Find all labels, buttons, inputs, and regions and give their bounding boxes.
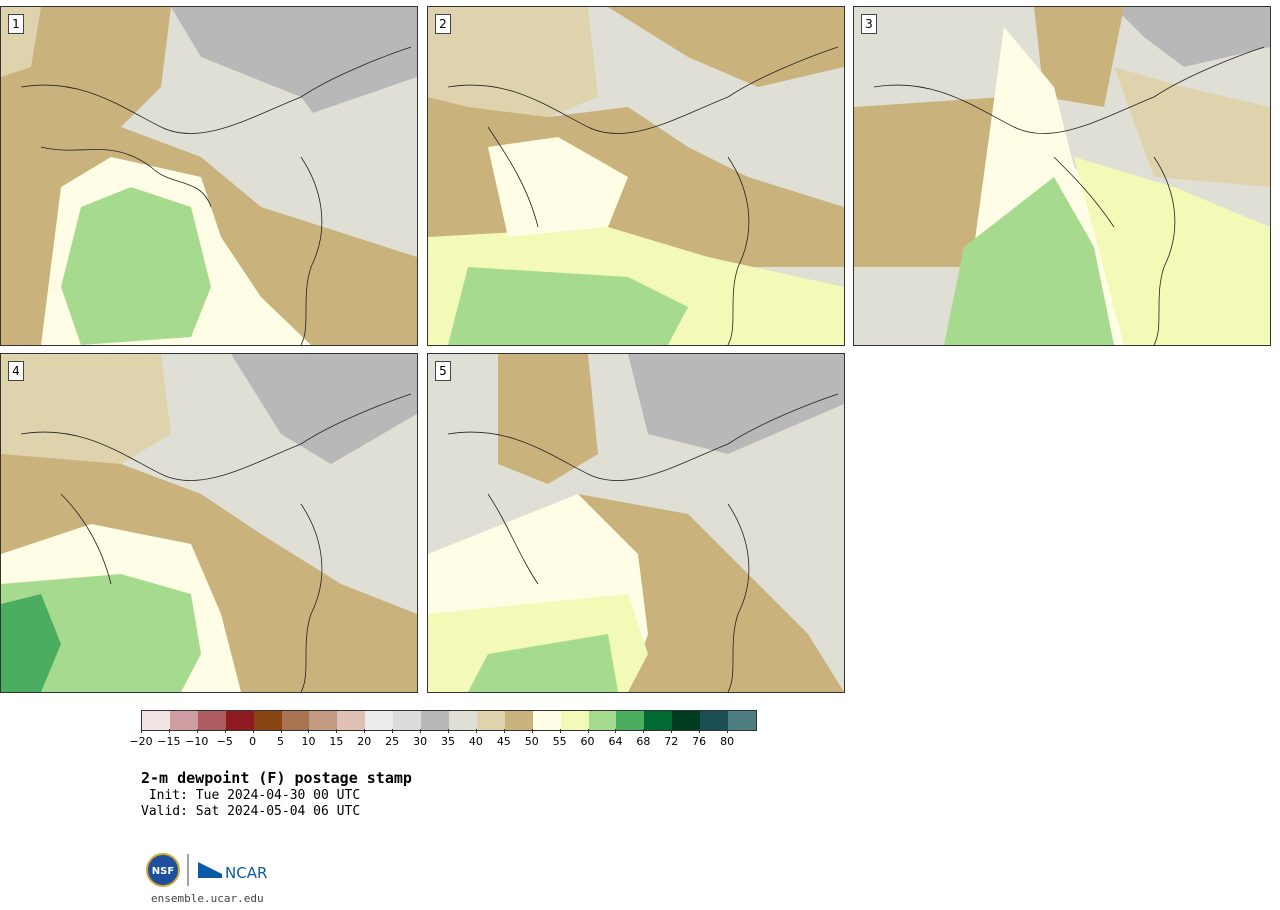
colorbar-tick-label: 76 <box>692 735 707 748</box>
dewpoint-map-2 <box>428 7 844 345</box>
colorbar-swatch <box>504 711 533 730</box>
colorbar-tick <box>196 729 198 733</box>
dewpoint-map-5 <box>428 354 844 692</box>
panel-number-label: 3 <box>861 14 877 34</box>
colorbar-tick-label: 25 <box>385 735 400 748</box>
colorbar-tick-label: 20 <box>357 735 372 748</box>
colorbar-tick-label: 5 <box>277 735 285 748</box>
colorbar-swatch <box>169 711 198 730</box>
colorbar-tick <box>699 729 701 733</box>
nsf-logo-text: NSF <box>152 866 174 877</box>
colorbar-tick-label: 35 <box>441 735 455 748</box>
site-url: ensemble.ucar.edu <box>151 892 264 905</box>
valid-time: Valid: Sat 2024-05-04 06 UTC <box>141 804 361 819</box>
colorbar-tick <box>392 729 394 733</box>
colorbar-tick <box>168 729 170 733</box>
colorbar-tick-label: −20 <box>129 735 153 748</box>
colorbar-tick <box>727 729 729 733</box>
colorbar-swatch <box>616 711 645 730</box>
colorbar-tick-label: 30 <box>413 735 428 748</box>
colorbar-swatch <box>393 711 422 730</box>
colorbar-tick <box>280 729 282 733</box>
panel-number-label: 4 <box>8 361 24 381</box>
colorbar-tick-label: 50 <box>524 735 539 748</box>
colorbar-swatch <box>532 711 561 730</box>
colorbar-swatch <box>700 711 729 730</box>
colorbar-tick-label: 64 <box>608 735 623 748</box>
nsf-ncar-logo: NSF NCAR <box>146 853 267 887</box>
colorbar-tick <box>336 729 338 733</box>
colorbar-tick-label: 72 <box>664 735 679 748</box>
dewpoint-map-1 <box>1 7 417 345</box>
colorbar-tick <box>252 729 254 733</box>
colorbar-tick <box>643 729 645 733</box>
colorbar-tick-label: 10 <box>301 735 316 748</box>
colorbar-swatch <box>644 711 673 730</box>
colorbar-swatch <box>142 711 170 730</box>
colorbar-tick <box>615 729 617 733</box>
colorbar-tick-label: −10 <box>185 735 209 748</box>
title-block: 2-m dewpoint (F) postage stamp Init: Tue… <box>141 769 412 819</box>
colorbar-swatch <box>337 711 366 730</box>
colorbar-swatch <box>197 711 226 730</box>
colorbar-tick-label: 15 <box>329 735 344 748</box>
map-panel-5: 5 <box>427 353 845 693</box>
colorbar-tick-label: 40 <box>468 735 483 748</box>
colorbar-swatch <box>476 711 505 730</box>
init-time: Init: Tue 2024-04-30 00 UTC <box>141 788 361 803</box>
colorbar-tick <box>448 729 449 733</box>
colorbar-swatch <box>728 711 756 730</box>
colorbar-swatch <box>253 711 282 730</box>
colorbar-swatch <box>281 711 310 730</box>
map-panel-3: 3 <box>853 6 1271 346</box>
colorbar-tick <box>531 729 533 733</box>
colorbar-tick-label: −15 <box>157 735 181 748</box>
colorbar-tick <box>224 729 226 733</box>
colorbar-swatch <box>421 711 449 730</box>
colorbar-swatch <box>448 711 477 730</box>
colorbar-tick <box>308 729 310 733</box>
colorbar-tick <box>364 729 366 733</box>
panel-number-label: 5 <box>435 361 451 381</box>
colorbar-swatch <box>225 711 254 730</box>
colorbar-ticks: −20 −15 −10 −5 0 5 10 15 20 25 30 35 40 45 50 55 60 64 68 7… <box>129 729 755 749</box>
dewpoint-map-4 <box>1 354 417 692</box>
colorbar-tick <box>559 729 561 733</box>
colorbar-tick-label: 45 <box>496 735 511 748</box>
colorbar-swatch <box>365 711 394 730</box>
panel-number-label: 1 <box>8 14 24 34</box>
colorbar-tick <box>475 729 477 733</box>
map-panel-2: 2 <box>427 6 845 346</box>
colorbar-tick-label: 80 <box>720 735 735 748</box>
colorbar-tick-label: 60 <box>580 735 595 748</box>
colorbar-tick <box>420 729 422 733</box>
colorbar-tick <box>587 729 589 733</box>
colorbar-tick-label: 0 <box>249 735 257 748</box>
logos: NSF NCAR <box>145 850 275 890</box>
colorbar-tick-label: 68 <box>636 735 651 748</box>
map-panel-1: 1 <box>0 6 418 346</box>
dewpoint-map-3 <box>854 7 1270 345</box>
ncar-logo-text: NCAR <box>225 864 267 882</box>
colorbar-tick <box>671 729 673 733</box>
colorbar-tick-label: 55 <box>552 735 567 748</box>
colorbar-swatch <box>672 711 701 730</box>
colorbar-swatch <box>309 711 338 730</box>
panel-number-label: 2 <box>435 14 451 34</box>
colorbar-tick <box>503 729 505 733</box>
chart-title: 2-m dewpoint (F) postage stamp <box>141 769 412 787</box>
colorbar-tick-label: −5 <box>216 735 233 748</box>
colorbar-swatch <box>560 711 589 730</box>
dewpoint-colorbar <box>141 710 757 731</box>
map-panel-4: 4 <box>0 353 418 693</box>
colorbar-tick <box>141 729 142 733</box>
colorbar-swatch <box>588 711 617 730</box>
